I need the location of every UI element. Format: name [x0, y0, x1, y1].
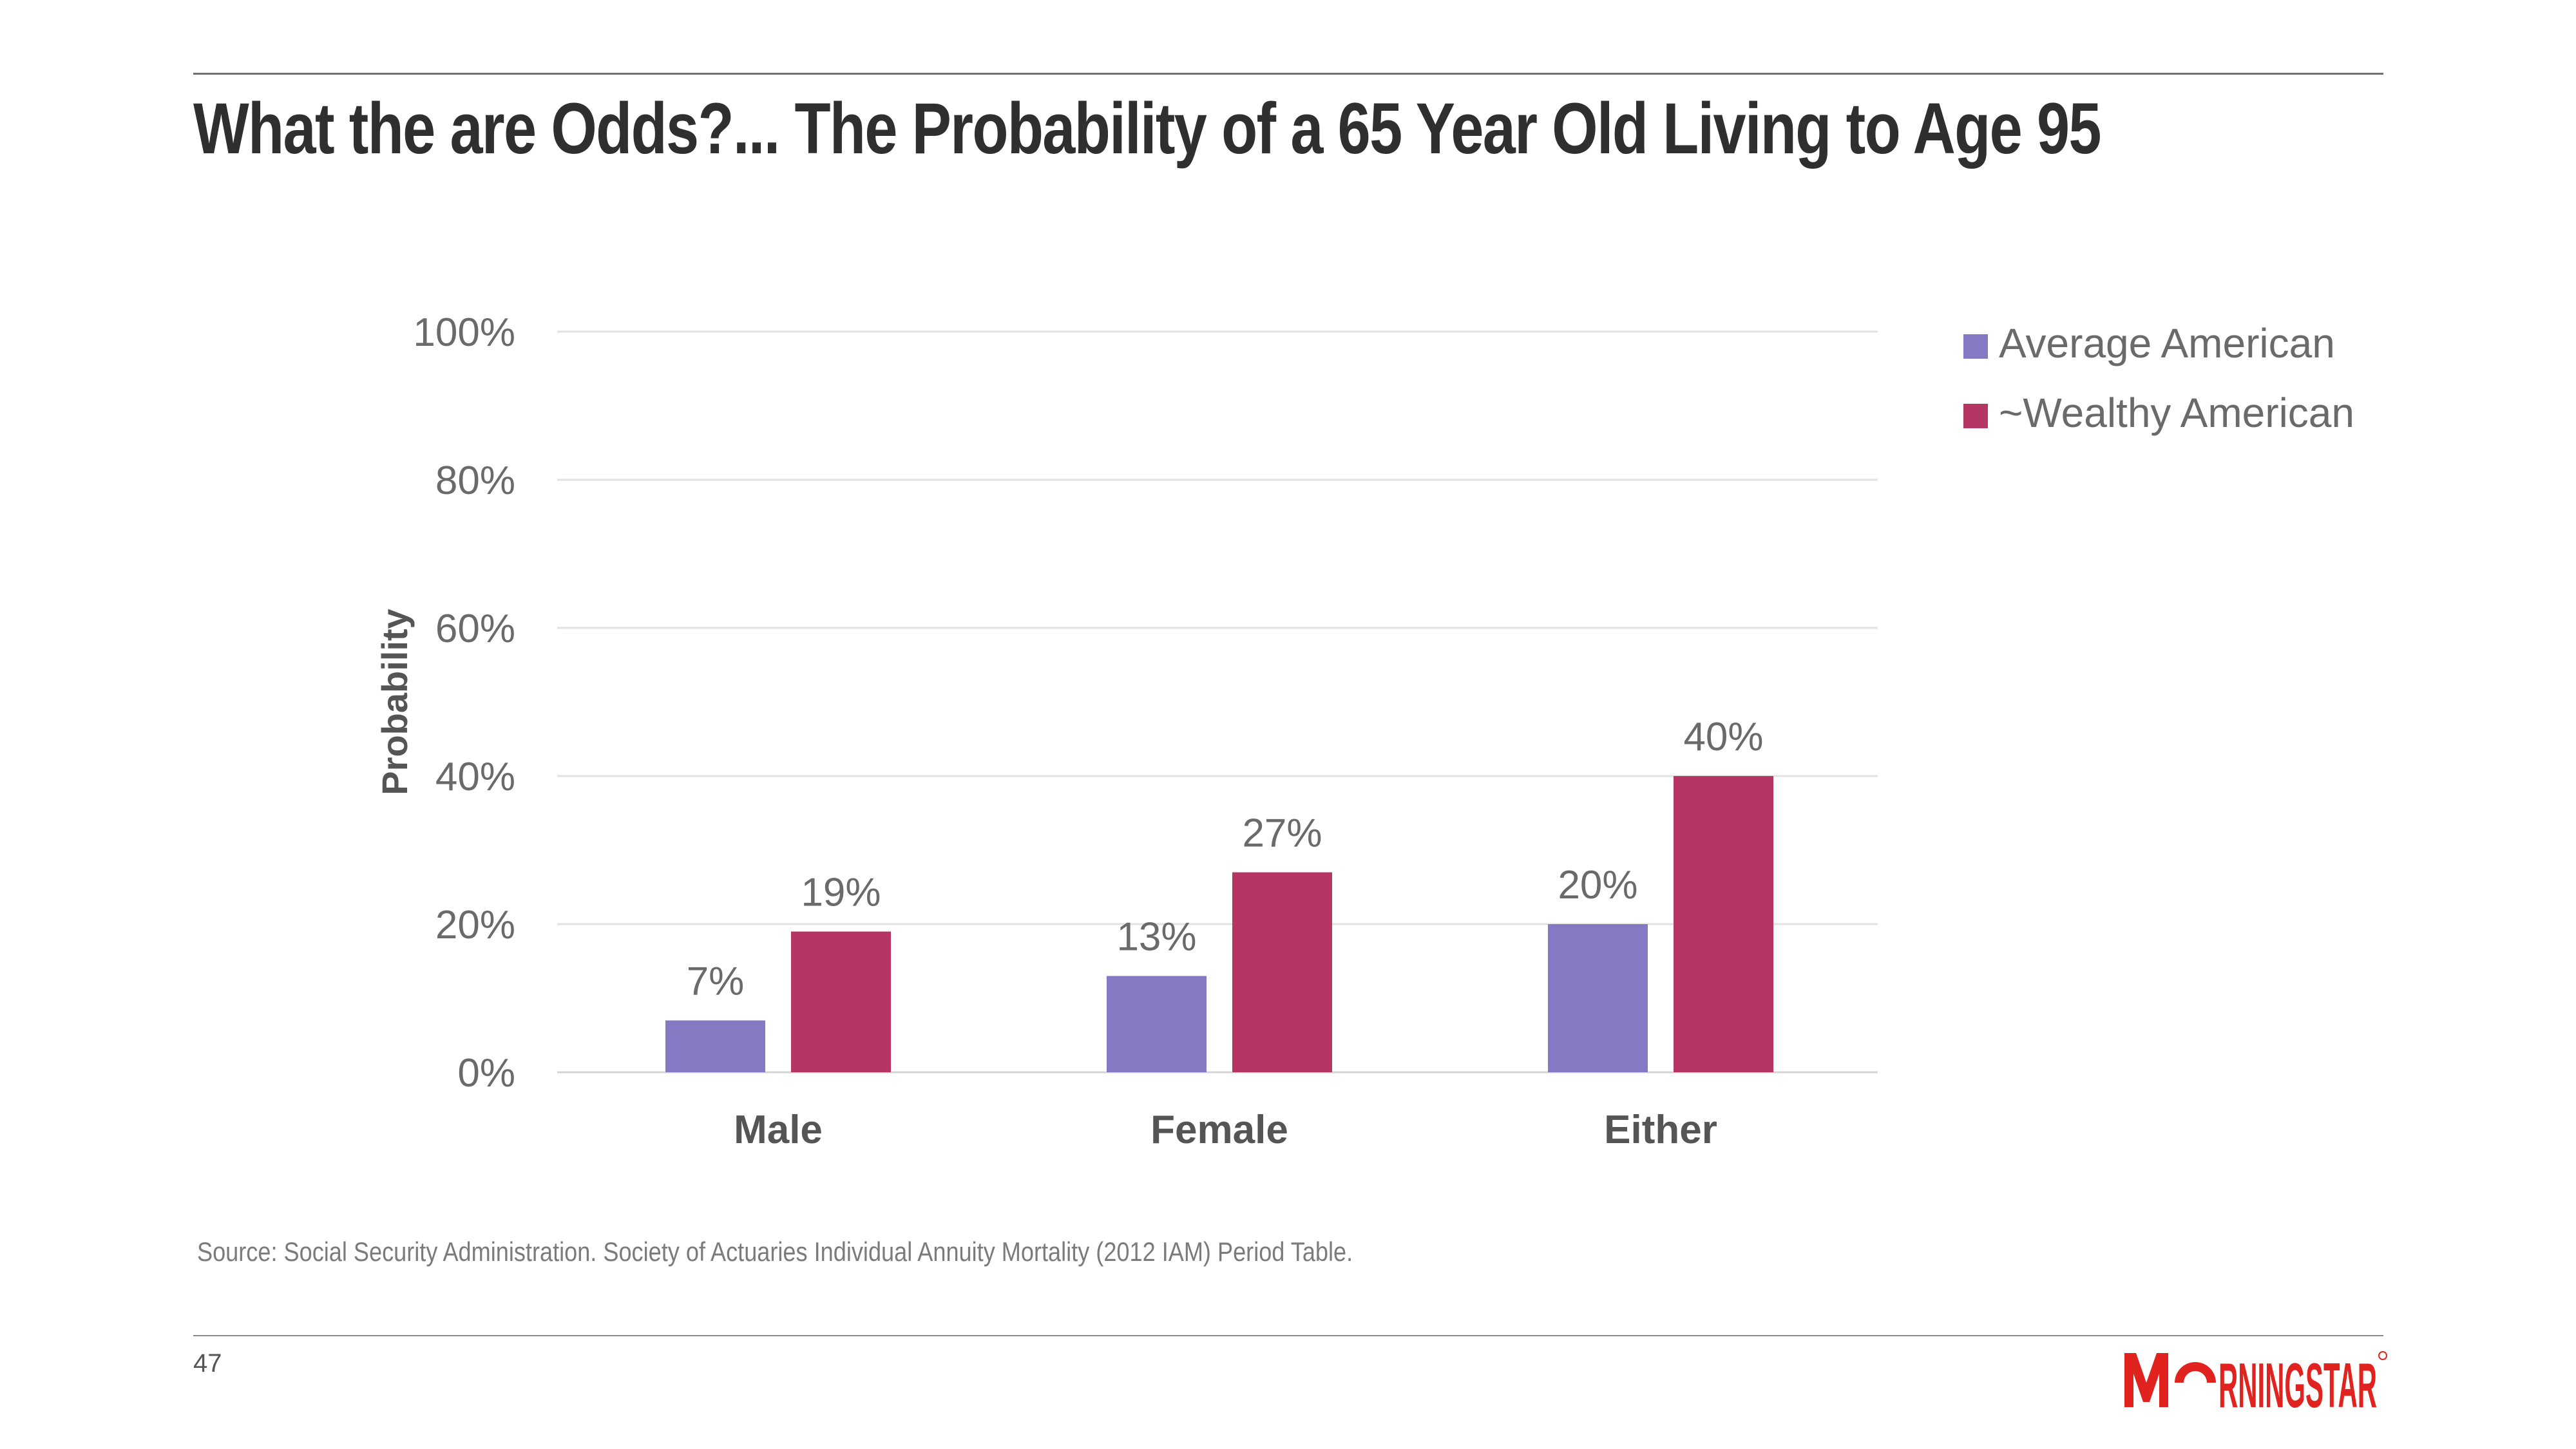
- y-tick-label: 40%: [435, 755, 515, 799]
- bar: [1232, 872, 1332, 1072]
- page-number: 47: [193, 1349, 222, 1378]
- bottom-rule: [193, 1335, 2383, 1336]
- slide-title: What the are Odds?... The Probability of…: [193, 88, 2101, 169]
- bar: [791, 931, 891, 1072]
- y-axis-title: Probability: [374, 609, 415, 795]
- data-label: 7%: [687, 960, 745, 1004]
- data-label: 27%: [1242, 811, 1322, 856]
- bar: [1674, 776, 1773, 1072]
- bar: [1548, 924, 1648, 1072]
- legend-label: ~Wealthy American: [1999, 390, 2354, 436]
- data-label: 40%: [1683, 715, 1763, 759]
- y-tick-label: 0%: [457, 1051, 515, 1095]
- data-label: 13%: [1116, 915, 1196, 960]
- svg-text:RNINGSTAR: RNINGSTAR: [2218, 1350, 2377, 1414]
- legend-label: Average American: [1999, 320, 2335, 366]
- morningstar-logo: RNINGSTAR: [2124, 1350, 2387, 1414]
- y-tick-label: 60%: [435, 607, 515, 651]
- source-note: Source: Social Security Administration. …: [197, 1236, 1353, 1267]
- data-label: 20%: [1558, 863, 1637, 907]
- bar: [1107, 976, 1207, 1072]
- x-tick-label: Female: [1150, 1108, 1288, 1152]
- y-tick-label: 80%: [435, 459, 515, 503]
- x-tick-label: Male: [734, 1108, 823, 1152]
- legend-swatch: [1963, 334, 1988, 359]
- legend-swatch: [1963, 404, 1988, 428]
- bar: [665, 1020, 765, 1072]
- y-tick-label: 20%: [435, 903, 515, 947]
- y-tick-label: 100%: [413, 310, 515, 355]
- x-tick-label: Either: [1604, 1108, 1717, 1152]
- top-rule: [193, 73, 2383, 75]
- data-label: 19%: [801, 871, 881, 915]
